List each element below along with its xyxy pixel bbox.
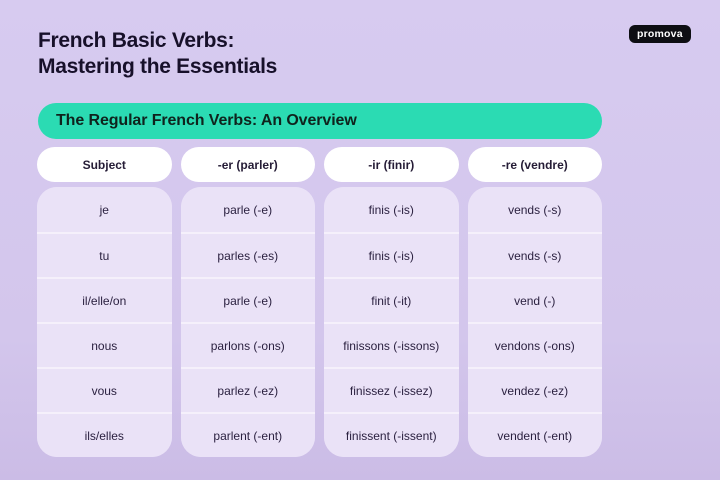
column-re-verbs: -re (vendre) vends (-s) vends (-s) vend …	[467, 147, 602, 457]
table-cell: vendons (-ons)	[467, 322, 602, 367]
table-cell: finissez (-issez)	[324, 367, 459, 412]
table-cell: finis (-is)	[324, 232, 459, 277]
column-body: finis (-is) finis (-is) finit (-it) fini…	[324, 187, 459, 457]
conjugation-table: Subject je tu il/elle/on nous vous ils/e…	[37, 147, 602, 457]
table-cell: parlent (-ent)	[180, 412, 315, 457]
column-header-label: Subject	[82, 157, 126, 172]
table-cell: vendent (-ent)	[467, 412, 602, 457]
column-header: -re (vendre)	[467, 147, 602, 182]
table-cell: vend (-)	[467, 277, 602, 322]
section-banner: The Regular French Verbs: An Overview	[38, 103, 602, 139]
table-cell: vendez (-ez)	[467, 367, 602, 412]
table-cell: vends (-s)	[467, 187, 602, 232]
page-title-line1: French Basic Verbs:	[38, 29, 235, 52]
column-header: -er (parler)	[180, 147, 315, 182]
table-cell: ils/elles	[37, 412, 172, 457]
table-cell: je	[37, 187, 172, 232]
table-cell: parle (-e)	[180, 187, 315, 232]
table-cell: tu	[37, 232, 172, 277]
table-cell: parles (-es)	[180, 232, 315, 277]
column-header-label: -er (parler)	[217, 157, 278, 172]
page-title: French Basic Verbs: Mastering the Essent…	[38, 28, 277, 80]
table-cell: il/elle/on	[37, 277, 172, 322]
table-cell: parlons (-ons)	[180, 322, 315, 367]
table-cell: parle (-e)	[180, 277, 315, 322]
table-cell: vends (-s)	[467, 232, 602, 277]
column-body: parle (-e) parles (-es) parle (-e) parlo…	[180, 187, 315, 457]
column-header: Subject	[37, 147, 172, 182]
page-title-line2: Mastering the Essentials	[38, 55, 278, 78]
promova-logo: promova	[629, 25, 691, 43]
column-er-verbs: -er (parler) parle (-e) parles (-es) par…	[180, 147, 315, 457]
column-header-label: -ir (finir)	[368, 157, 415, 172]
table-cell: parlez (-ez)	[180, 367, 315, 412]
column-header-label: -re (vendre)	[501, 157, 568, 172]
promova-logo-label: promova	[637, 28, 683, 40]
column-subject: Subject je tu il/elle/on nous vous ils/e…	[37, 147, 172, 457]
table-cell: finissons (-issons)	[324, 322, 459, 367]
column-header: -ir (finir)	[324, 147, 459, 182]
column-body: je tu il/elle/on nous vous ils/elles	[37, 187, 172, 457]
section-banner-title: The Regular French Verbs: An Overview	[56, 112, 357, 129]
table-cell: nous	[37, 322, 172, 367]
table-cell: finit (-it)	[324, 277, 459, 322]
table-cell: vous	[37, 367, 172, 412]
column-body: vends (-s) vends (-s) vend (-) vendons (…	[467, 187, 602, 457]
column-ir-verbs: -ir (finir) finis (-is) finis (-is) fini…	[324, 147, 459, 457]
table-cell: finis (-is)	[324, 187, 459, 232]
table-cell: finissent (-issent)	[324, 412, 459, 457]
